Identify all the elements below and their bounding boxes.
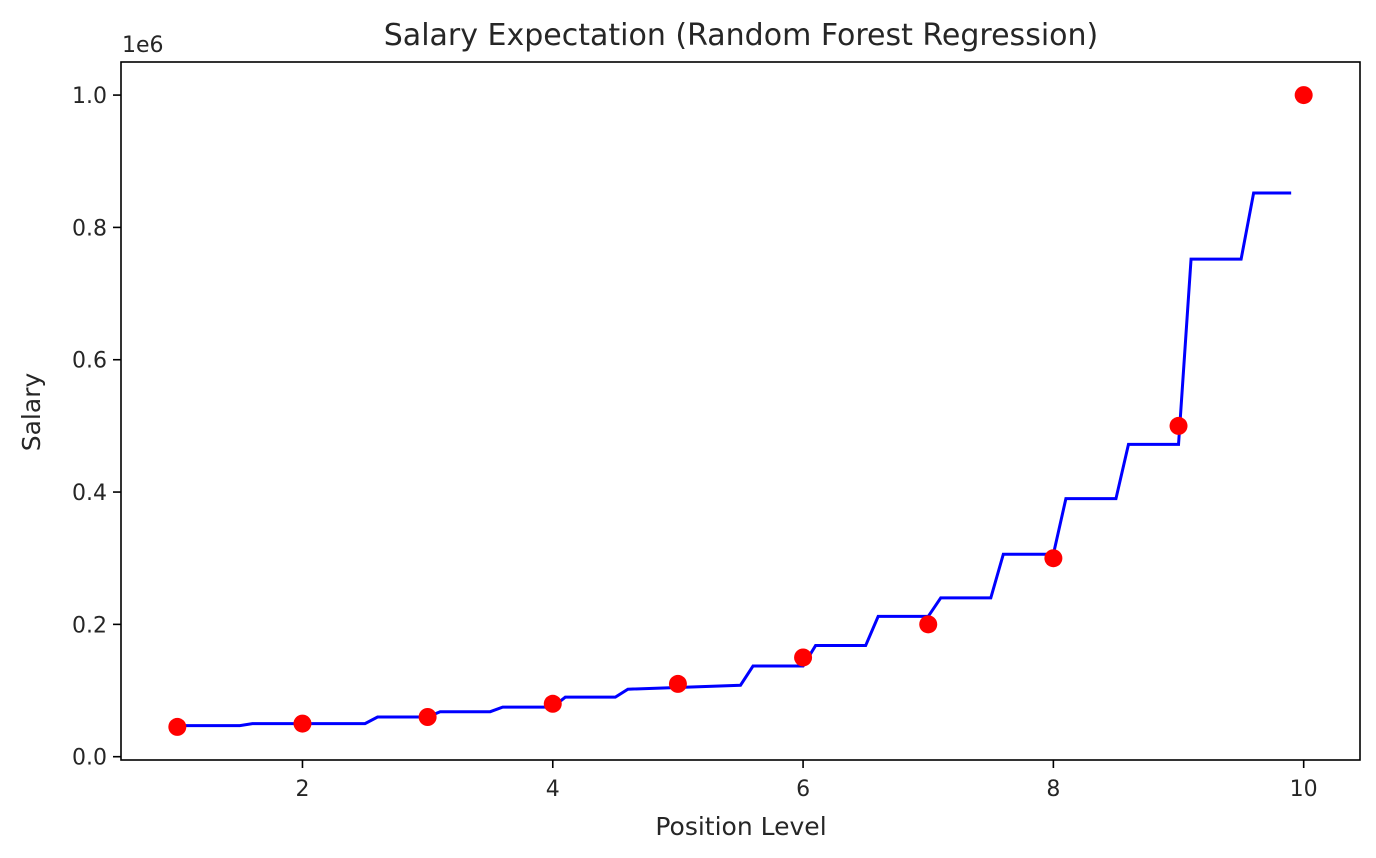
y-axis-label: Salary — [17, 373, 46, 452]
y-tick-label: 0.8 — [72, 216, 107, 241]
data-point — [1169, 416, 1188, 435]
y-tick-label: 1.0 — [72, 84, 107, 109]
y-tick-label: 0.2 — [72, 613, 107, 638]
x-tick-label: 6 — [796, 777, 810, 802]
x-tick-label: 8 — [1046, 777, 1060, 802]
series-line — [177, 191, 1292, 728]
data-point — [668, 674, 687, 693]
y-tick-label: 0.0 — [72, 746, 107, 771]
y-tick-label: 0.6 — [72, 349, 107, 374]
data-point — [543, 694, 562, 713]
data-point — [794, 648, 813, 667]
chart-title: Salary Expectation (Random Forest Regres… — [384, 18, 1098, 53]
x-axis-label: Position Level — [655, 812, 826, 841]
data-point — [1044, 549, 1063, 568]
y-axis-offset-label: 1e6 — [122, 33, 164, 58]
x-tick-label: 4 — [546, 777, 560, 802]
data-point — [418, 708, 437, 726]
data-point — [293, 714, 312, 733]
data-point — [919, 615, 938, 634]
y-tick-label: 0.4 — [72, 481, 107, 506]
x-tick-label: 2 — [295, 777, 309, 802]
data-point — [1294, 86, 1313, 105]
plot-frame — [120, 61, 1361, 761]
plot-area: 2 4 6 8 10 0.0 0.2 0.4 0.6 0.8 1.0 — [72, 61, 1361, 802]
data-point — [168, 717, 187, 736]
x-tick-label: 10 — [1290, 777, 1318, 802]
